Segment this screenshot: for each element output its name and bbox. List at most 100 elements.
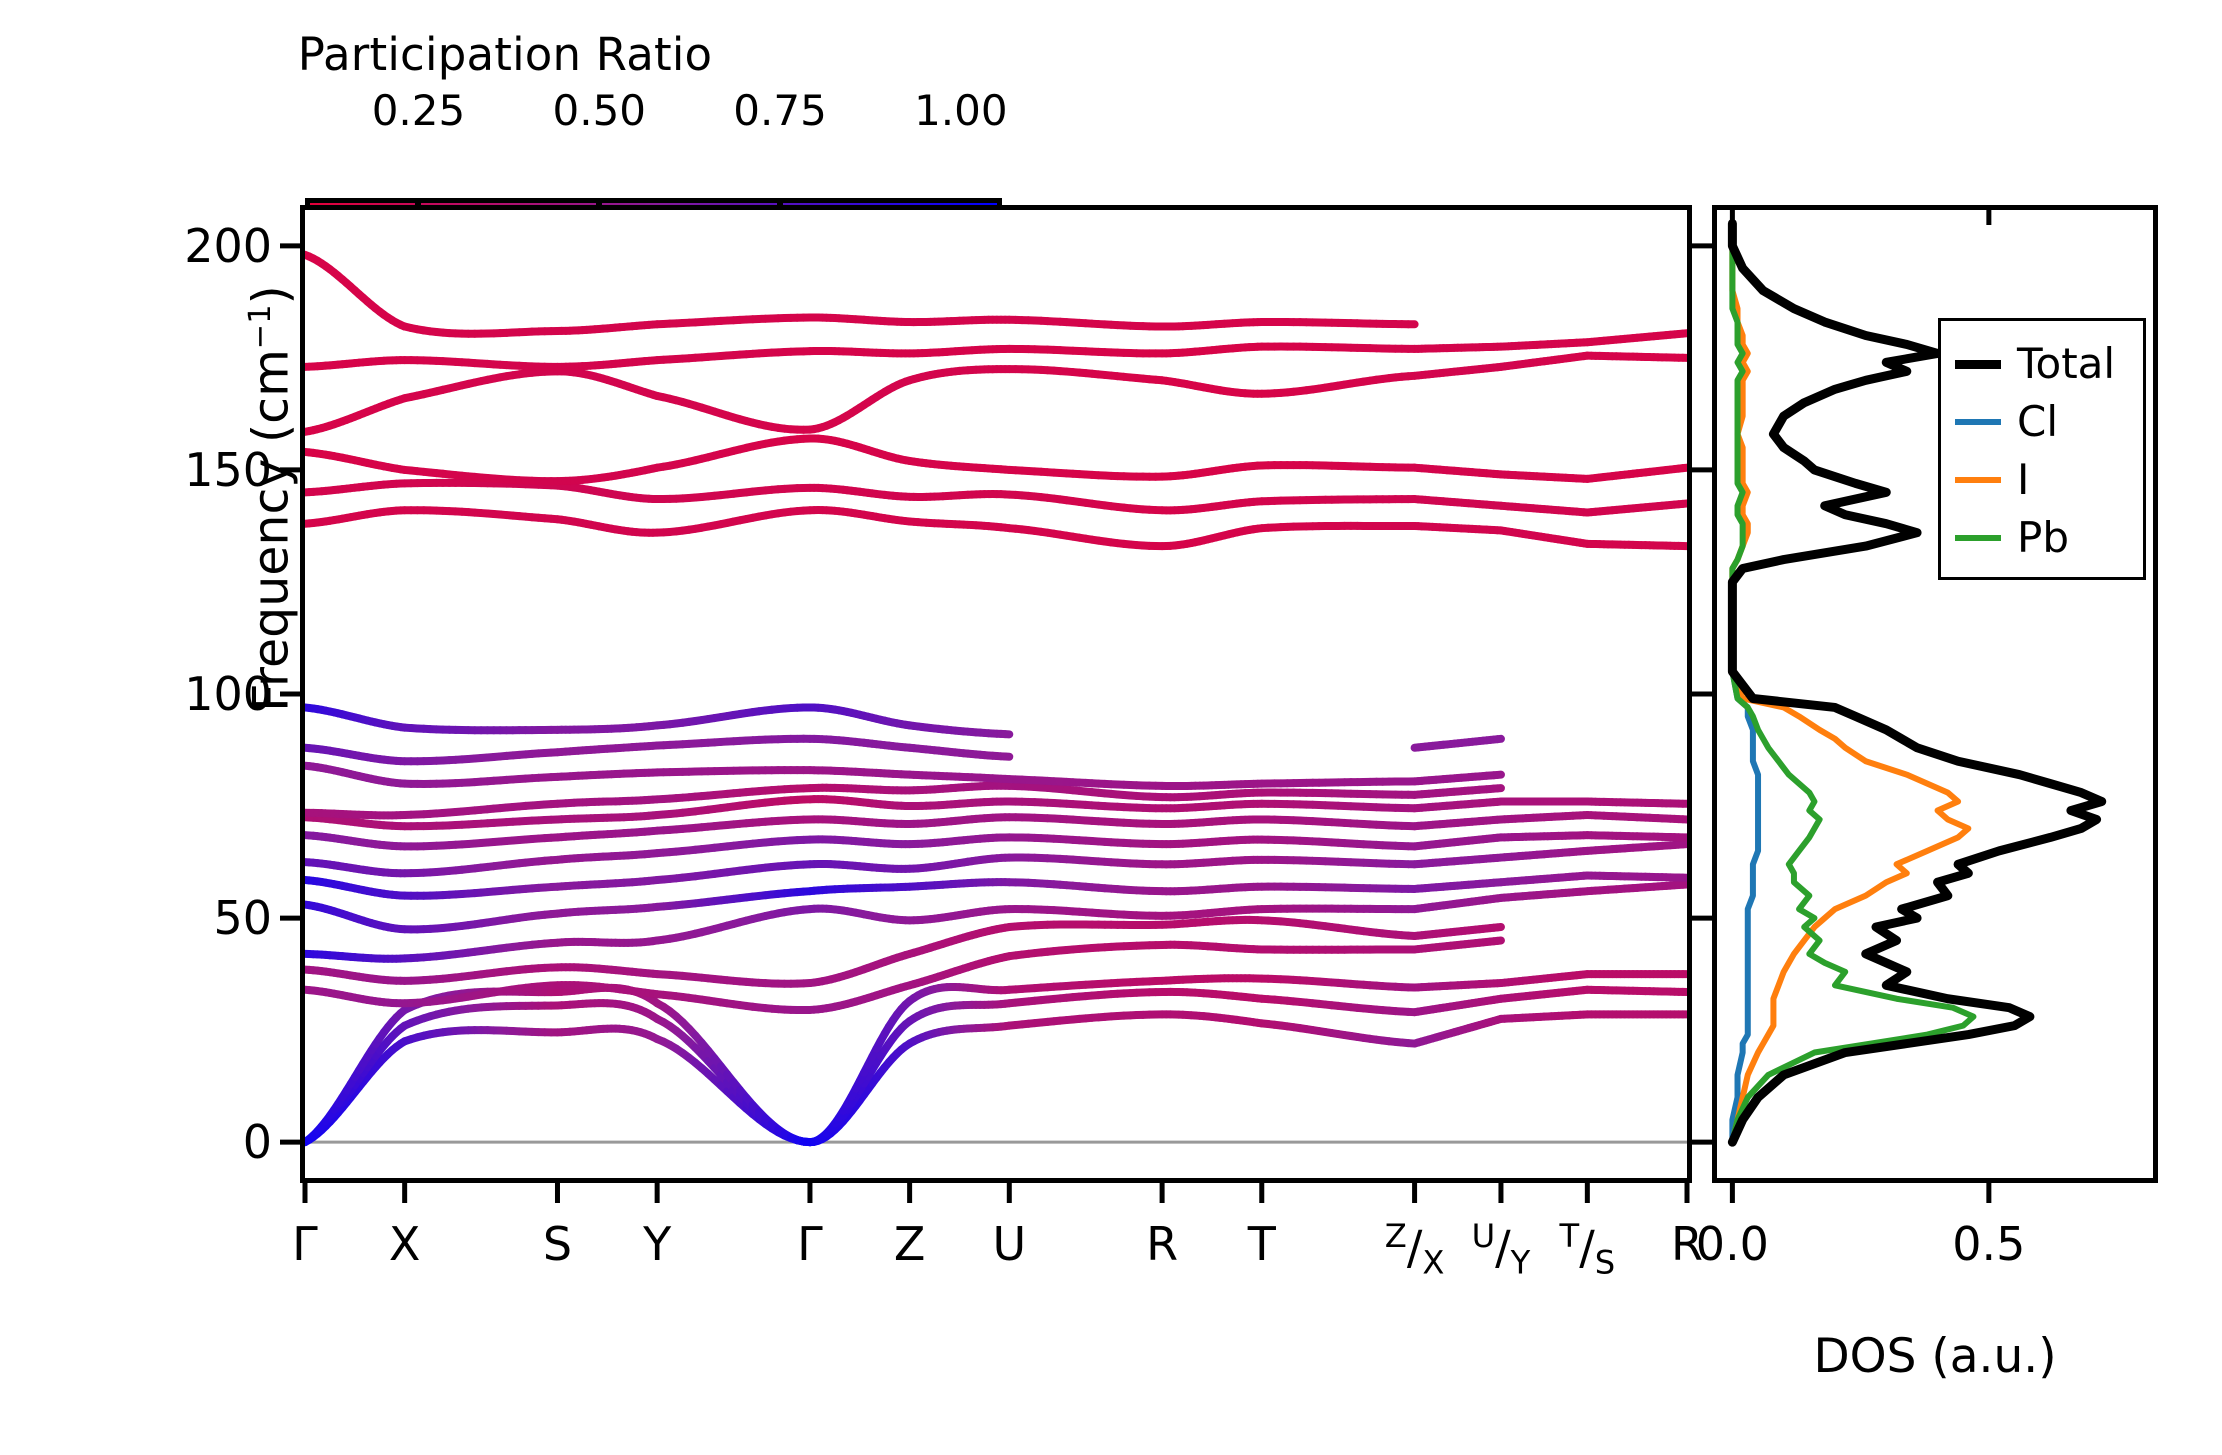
phonon-band-15-seg0 [305,506,1419,551]
phonon-band-2-seg1 [1410,979,1505,992]
phonon-band-8-seg1 [1410,833,1505,851]
x-tick-label-1: X [388,1217,421,1271]
phonon-band-8-seg3 [1583,831,1687,842]
phonon-band-6-seg3 [1583,871,1687,882]
phonon-band-16-seg1 [1410,495,1505,510]
phonon-band-13-seg0 [305,734,1014,766]
y-axis-label-exponent: −1 [243,304,279,350]
phonon-band-12-seg0 [305,761,1419,791]
legend-item-i[interactable]: I [1941,451,2143,509]
phonon-band-2-seg2 [1496,970,1592,988]
phonon-band-4-seg1 [1410,923,1505,940]
legend-item-pb[interactable]: Pb [1941,509,2143,567]
colorbar-tick-label-0: 0.25 [371,86,466,135]
y-axis-label-text: Frequency (cm [242,349,300,712]
y-tick-label-0: 0 [242,1115,272,1170]
dos-x-axis-label: DOS (a.u.) [1813,1329,2057,1384]
x-tick-label-2: S [542,1217,573,1271]
phonon-band-8-seg2 [1496,831,1592,842]
phonon-band-10-seg3 [1583,797,1687,808]
y-tick-label-100: 100 [184,667,272,721]
phonon-band-17-seg0 [305,434,1419,486]
phonon-band-16-seg3 [1583,499,1687,517]
phonon-band-15-seg3 [1583,539,1687,551]
phonon-band-19-seg2 [1496,338,1592,351]
x-tick-label-10: U/Y [1471,1217,1531,1282]
dos-curve-total [1727,218,2107,1147]
phonon-band-7-seg3 [1583,840,1687,855]
phonon-band-14 [305,703,1014,739]
legend-swatch-cl-icon [1955,419,2001,425]
x-tick-label-4: Γ [797,1217,823,1271]
y-tick-label-50: 50 [213,891,272,946]
phonon-band-11-seg1 [1410,784,1505,799]
phonon-band-18-seg0 [305,365,1419,436]
dos-x-tick-label-0.5: 0.5 [1952,1217,2026,1271]
phonon-band-7-seg1 [1410,853,1505,869]
phonon-band-10-seg1 [1410,797,1505,813]
phonon-band-6-seg0 [305,878,1419,934]
dos-curve-i [1729,220,1972,1146]
y-axis-label-tail: ) [242,285,300,305]
phonon-band-0-seg1 [1410,1014,1505,1048]
legend-swatch-i-icon [1955,477,2001,483]
x-tick-label-6: U [992,1217,1027,1271]
phonon-band-15-seg2 [1496,526,1592,548]
legend-item-cl[interactable]: Cl [1941,393,2143,451]
dos-plot [1727,218,2107,1147]
phonon-band-18-seg1 [1410,362,1505,380]
dos-curve-pb [1729,220,1977,1146]
dos-x-tick-label-0.0: 0.0 [1695,1217,1769,1271]
colorbar-tick-label-3: 1.00 [914,86,1008,135]
colorbar-tick-label-1: 0.50 [552,86,647,135]
phonon-band-11-seg0 [305,781,1419,820]
legend-label-cl: Cl [2017,397,2058,446]
phonon-band-1-seg2 [1496,985,1592,1003]
phonon-band-9-seg1 [1410,815,1505,831]
phonon-band-5-seg0 [305,904,1419,963]
x-tick-label-9: Z/X [1384,1217,1445,1282]
y-tick-label-200: 200 [184,218,272,273]
phonon-band-10-seg0 [305,795,1419,831]
legend-label-i: I [2017,455,2030,504]
phonon-band-20 [305,250,1419,338]
phonon-band-13-seg1 [1410,734,1505,752]
phonon-band-1-seg3 [1583,985,1687,997]
phonon-band-7-seg2 [1496,846,1592,862]
x-tick-label-3: Y [643,1217,672,1271]
colorbar-title: Participation Ratio [297,28,713,81]
band-structure-plot [305,250,1687,1147]
y-tick-label-150: 150 [184,442,272,497]
phonon-band-19-seg3 [1583,329,1687,347]
colorbar-tick-label-2: 0.75 [733,86,827,135]
x-tick-label-5: Z [893,1217,926,1271]
phonon-band-9-seg0 [305,813,1419,851]
colorbar-tick-labels: 0.25 0.50 0.75 1.00 [0,86,1010,136]
phonon-band-18-seg2 [1496,351,1592,371]
phonon-band-5-seg3 [1583,880,1687,896]
phonon-band-0-seg2 [1496,1010,1592,1023]
phonon-band-9-seg2 [1496,811,1592,824]
x-tick-label-11: T/S [1559,1217,1616,1282]
dos-legend: Total Cl I Pb [1938,318,2146,580]
phonon-band-16-seg0 [305,478,1419,515]
phonon-band-7-seg0 [305,853,1419,900]
phonon-band-18-seg3 [1583,351,1687,362]
phonon-band-6-seg2 [1496,871,1592,887]
phonon-band-15-seg1 [1410,521,1505,535]
band-structure-panel [300,205,1692,1183]
phonon-band-17-seg1 [1410,463,1505,479]
legend-item-total[interactable]: Total [1941,335,2143,393]
phonon-band-16-seg2 [1496,501,1592,517]
legend-swatch-total-icon [1955,359,2001,369]
x-tick-label-8: T [1247,1217,1276,1271]
x-tick-label-7: R [1146,1217,1179,1271]
legend-swatch-pb-icon [1955,535,2001,541]
phonon-band-5-seg2 [1496,887,1592,902]
phonon-band-5-seg1 [1410,893,1505,914]
phonon-band-1-seg1 [1410,994,1505,1017]
x-tick-label-12: R [1671,1217,1703,1271]
legend-label-pb: Pb [2017,513,2069,562]
phonon-band-19-seg0 [305,342,1419,371]
